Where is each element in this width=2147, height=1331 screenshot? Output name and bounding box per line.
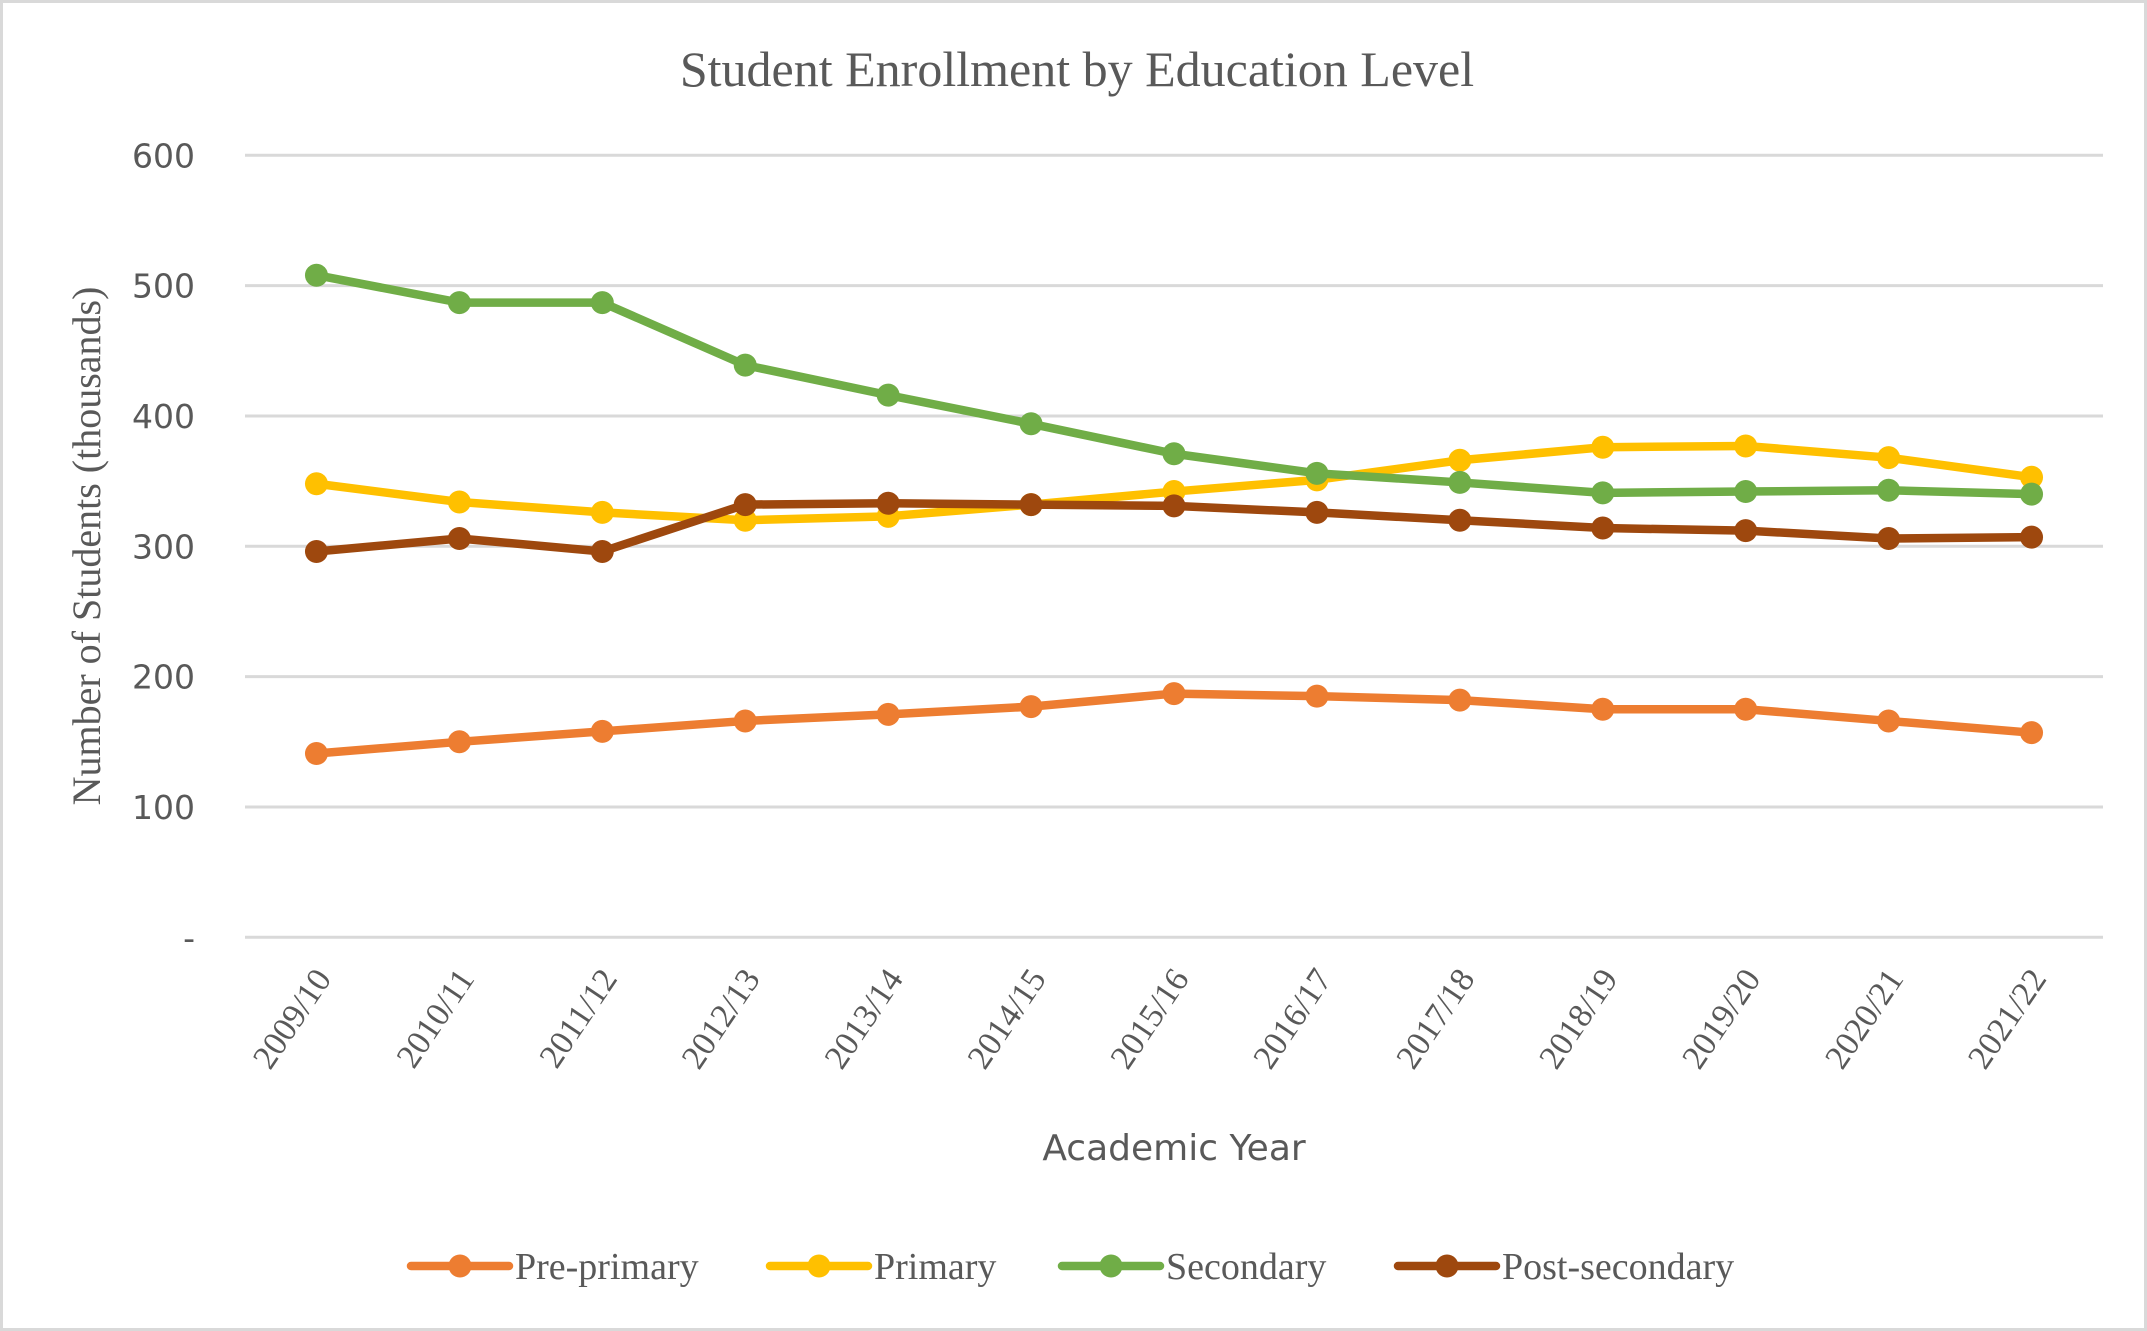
data-point bbox=[1019, 493, 1043, 517]
legend: Pre-primary Primary Secondary Post-secondar… bbox=[406, 1246, 1734, 1288]
x-tick-label: 2016/17 bbox=[1247, 962, 1340, 1075]
data-point bbox=[1877, 526, 1901, 550]
x-tick-label: 2014/15 bbox=[961, 962, 1054, 1075]
data-point bbox=[733, 353, 757, 377]
x-tick-label: 2013/14 bbox=[818, 962, 911, 1075]
data-point bbox=[1877, 709, 1901, 733]
x-tick-label: 2021/22 bbox=[1961, 962, 2054, 1075]
x-tick-label: 2015/16 bbox=[1104, 962, 1197, 1075]
data-point bbox=[1591, 516, 1615, 540]
data-point bbox=[733, 709, 757, 733]
data-point bbox=[2020, 525, 2044, 549]
y-tick-label: 500 bbox=[132, 267, 195, 306]
data-point bbox=[304, 742, 328, 766]
data-point bbox=[590, 719, 614, 743]
y-tick-label: 300 bbox=[132, 527, 195, 566]
x-tick-label: 2017/18 bbox=[1389, 962, 1482, 1075]
chart-title: Student Enrollment by Education Level bbox=[680, 41, 1474, 97]
y-axis-title: Number of Students (thousands) bbox=[64, 287, 109, 806]
x-tick-label: 2020/21 bbox=[1818, 962, 1911, 1075]
legend-label: Post-secondary bbox=[1502, 1246, 1734, 1288]
data-point bbox=[2020, 482, 2044, 506]
data-point bbox=[304, 540, 328, 564]
x-tick-label: 2009/10 bbox=[246, 962, 339, 1075]
data-point bbox=[1019, 412, 1043, 436]
data-point bbox=[1448, 448, 1472, 472]
data-point bbox=[1162, 682, 1186, 706]
legend-item: Primary bbox=[765, 1246, 996, 1288]
legend-item: Pre-primary bbox=[406, 1246, 699, 1288]
data-point bbox=[1448, 508, 1472, 532]
data-point bbox=[876, 383, 900, 407]
legend-item: Secondary bbox=[1057, 1246, 1326, 1288]
x-axis-ticks: 2009/10 2010/11 2011/12 2012/13 2013/14 2014/… bbox=[246, 962, 2054, 1075]
data-point bbox=[1019, 695, 1043, 719]
data-point bbox=[1162, 442, 1186, 466]
data-point bbox=[1734, 519, 1758, 543]
series-post-secondary bbox=[304, 491, 2044, 564]
data-point bbox=[1734, 697, 1758, 721]
x-tick-label: 2019/20 bbox=[1675, 962, 1768, 1075]
data-point bbox=[304, 263, 328, 287]
data-point bbox=[1734, 480, 1758, 504]
data-point bbox=[304, 472, 328, 496]
y-tick-label: 100 bbox=[132, 788, 195, 827]
y-tick-label: 600 bbox=[132, 136, 195, 175]
data-point bbox=[447, 490, 471, 514]
gridlines bbox=[245, 153, 2103, 939]
legend-marker-icon bbox=[448, 1254, 472, 1278]
y-tick-label: - bbox=[183, 918, 195, 957]
data-point bbox=[1305, 684, 1329, 708]
legend-marker-icon bbox=[807, 1254, 831, 1278]
data-point bbox=[1448, 688, 1472, 712]
data-point bbox=[590, 500, 614, 524]
series-pre-primary bbox=[304, 682, 2044, 766]
data-point bbox=[1591, 481, 1615, 505]
data-point bbox=[733, 493, 757, 517]
data-point bbox=[1877, 446, 1901, 470]
x-tick-label: 2018/19 bbox=[1532, 962, 1625, 1075]
legend-marker-icon bbox=[1435, 1254, 1459, 1278]
data-point bbox=[1734, 434, 1758, 458]
data-point bbox=[1877, 478, 1901, 502]
x-axis-title: Academic Year bbox=[1042, 1128, 1306, 1169]
x-tick-label: 2011/12 bbox=[533, 962, 625, 1074]
data-point bbox=[1591, 697, 1615, 721]
data-point bbox=[590, 291, 614, 315]
data-point bbox=[876, 491, 900, 515]
data-point bbox=[590, 540, 614, 564]
data-point bbox=[1305, 461, 1329, 485]
data-point bbox=[876, 702, 900, 726]
legend-item: Post-secondary bbox=[1393, 1246, 1734, 1288]
series-secondary bbox=[304, 263, 2044, 506]
data-point bbox=[1448, 470, 1472, 494]
data-point bbox=[447, 526, 471, 550]
legend-marker-icon bbox=[1099, 1254, 1123, 1278]
x-tick-label: 2010/11 bbox=[390, 962, 482, 1074]
series-lines bbox=[304, 263, 2044, 766]
data-point bbox=[447, 730, 471, 754]
data-point bbox=[1305, 500, 1329, 524]
data-point bbox=[447, 291, 471, 315]
x-tick-label: 2012/13 bbox=[675, 962, 768, 1075]
legend-label: Primary bbox=[874, 1246, 996, 1288]
data-point bbox=[1162, 494, 1186, 518]
y-axis-ticks: - 100 200 300 400 500 600 bbox=[132, 136, 195, 957]
data-point bbox=[2020, 721, 2044, 745]
data-point bbox=[2020, 465, 2044, 489]
y-tick-label: 200 bbox=[132, 658, 195, 697]
data-point bbox=[1591, 435, 1615, 459]
legend-label: Secondary bbox=[1166, 1246, 1326, 1288]
legend-label: Pre-primary bbox=[515, 1246, 699, 1288]
y-tick-label: 400 bbox=[132, 397, 195, 436]
